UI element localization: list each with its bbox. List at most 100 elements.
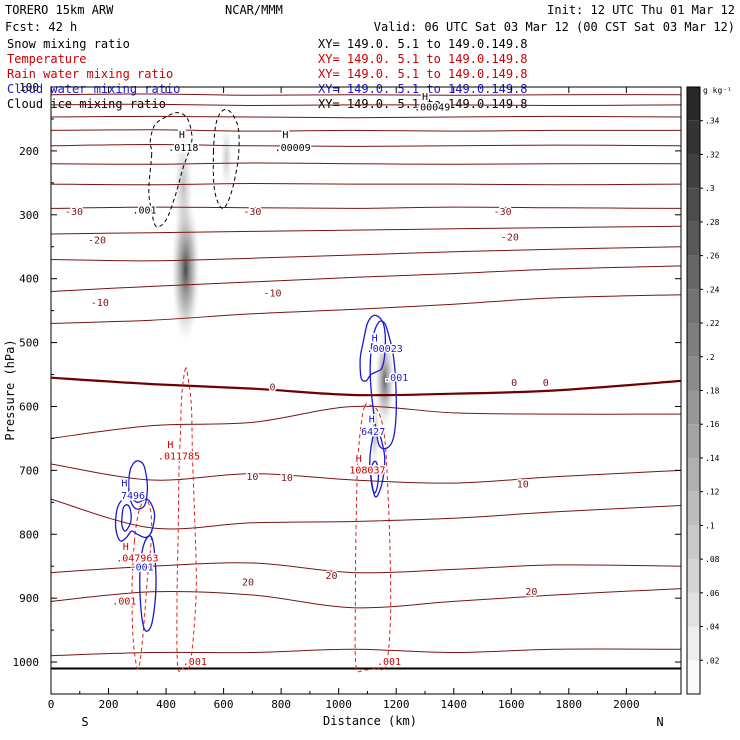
colorbar-tick-label: .2 xyxy=(705,353,715,362)
colorbar-tick-label: .1 xyxy=(705,521,715,530)
colorbar-bin xyxy=(687,221,700,256)
colorbar: .02 .04 .06 .08 .1 .12 .14 .16 .18 .2 .22 .24 .26 .28… xyxy=(686,86,720,695)
contour-label: 20 xyxy=(325,571,337,582)
colorbar-bin xyxy=(687,356,700,391)
colorbar-bin xyxy=(687,188,700,222)
rain-water-contour xyxy=(131,498,153,670)
colorbar-tick-label: .22 xyxy=(705,319,720,328)
contour-label: -20 xyxy=(501,232,519,243)
field-name: Cloud water mixing ratio xyxy=(7,82,180,96)
isotherm-line xyxy=(51,129,681,132)
colorbar-tick-label: .14 xyxy=(705,454,720,463)
colorbar-bin xyxy=(687,120,700,155)
isotherm-line xyxy=(51,648,681,657)
colorbar-tick-label: .28 xyxy=(705,218,720,227)
colorbar-bin xyxy=(687,491,700,526)
colorbar-tick-label: .16 xyxy=(705,420,720,429)
contour-label: 10 xyxy=(517,480,529,491)
plot-area: -30 -30 -30-20 -20-10-100 0 010 1010202020H.01… xyxy=(13,81,682,711)
isotherm-line xyxy=(51,162,681,165)
field-name: Cloud ice mixing ratio xyxy=(7,97,166,111)
colorbar-bin xyxy=(687,660,700,694)
colorbar-tick-label: .3 xyxy=(705,184,715,193)
field-range: XY= 149.0. 5.1 to 149.0.149.8 xyxy=(318,97,528,111)
cloud-water-contour xyxy=(359,314,387,382)
contour-label: .00023 xyxy=(367,344,403,355)
isotherm-line xyxy=(51,588,681,609)
snow-shading-blob xyxy=(173,128,194,244)
contour-label: 10 xyxy=(281,473,293,484)
isotherm-line xyxy=(51,265,681,292)
field-name: Rain water mixing ratio xyxy=(7,67,173,81)
isotherm-line xyxy=(51,103,681,107)
field-range: XY= 149.0. 5.1 to 149.0.149.8 xyxy=(318,37,528,51)
snow-shading-blob xyxy=(220,122,233,193)
contour-label: -10 xyxy=(91,298,109,309)
contour-label: H xyxy=(167,440,173,451)
colorbar-tick-label: .08 xyxy=(705,555,720,564)
y-tick-label: 100 xyxy=(19,81,39,94)
colorbar-tick-label: .02 xyxy=(705,656,720,665)
contour-label: -10 xyxy=(263,289,281,300)
x-tick-label: 800 xyxy=(271,698,291,711)
colorbar-bin xyxy=(687,559,700,593)
x-tick-label: 1800 xyxy=(556,698,583,711)
contour-label: H xyxy=(422,92,428,103)
y-axis-title: Pressure (hPa) xyxy=(3,339,17,440)
isotherm-line xyxy=(51,294,681,324)
y-tick-label: 800 xyxy=(19,528,39,541)
contour-label: H xyxy=(179,130,185,141)
contour-label: H xyxy=(356,454,362,465)
contour-label: .011785 xyxy=(158,452,200,463)
contour-label: .00049 xyxy=(414,103,450,114)
colorbar-bin xyxy=(687,592,700,627)
contour-label: H xyxy=(282,130,288,141)
temperature-isotherms xyxy=(51,93,681,670)
isotherm-line xyxy=(51,498,681,530)
x-tick-label: 400 xyxy=(156,698,176,711)
cloud-water-contour xyxy=(128,460,149,510)
y-tick-label: 300 xyxy=(19,209,39,222)
x-tick-label: 0 xyxy=(48,698,55,711)
contour-label: .001 xyxy=(112,597,136,608)
contour-label: H xyxy=(121,478,127,489)
cloud-water-contour xyxy=(369,429,386,498)
colorbar-bin xyxy=(687,154,700,189)
cloud-ice-contour xyxy=(148,112,193,228)
colorbar-bin xyxy=(687,525,700,560)
isotherm-line xyxy=(51,405,681,439)
header: TORERO 15km ARW NCAR/MMM Init: 12 UTC Th… xyxy=(5,3,735,34)
x-tick-label: 1200 xyxy=(383,698,410,711)
colorbar-tick-label: .34 xyxy=(705,117,720,126)
y-tick-label: 600 xyxy=(19,400,39,413)
contour-label: .001 xyxy=(183,657,207,668)
organization: NCAR/MMM xyxy=(225,3,283,17)
contour-label: 20 xyxy=(525,587,537,598)
colorbar-bin xyxy=(687,323,700,357)
colorbar-tick-label: .24 xyxy=(705,285,720,294)
y-tick-label: 200 xyxy=(19,145,39,158)
cloud-water-contour xyxy=(139,535,157,632)
contour-label: -30 xyxy=(494,207,512,218)
colorbar-tick-label: .18 xyxy=(705,387,720,396)
x-tick-label: 1000 xyxy=(325,698,352,711)
colorbar-bin xyxy=(687,87,700,121)
snow-shading-blob xyxy=(374,332,395,429)
cloud-water-contour xyxy=(114,496,156,542)
isotherm-line xyxy=(51,206,681,209)
colorbar-tick-label: .26 xyxy=(705,252,720,261)
isotherm-line xyxy=(51,143,681,147)
colorbar-bin xyxy=(687,289,700,324)
rain-water-contour xyxy=(354,403,392,673)
contour-label: -30 xyxy=(243,207,261,218)
x-tick-label: 1600 xyxy=(498,698,525,711)
field-name: Snow mixing ratio xyxy=(7,37,130,51)
y-tick-label: 700 xyxy=(19,464,39,477)
colorbar-unit: g kg⁻¹ xyxy=(703,86,732,95)
colorbar-tick-label: .12 xyxy=(705,488,720,497)
colorbar-bin xyxy=(687,255,700,290)
contour-label: 0 xyxy=(511,378,517,389)
colorbar-bin xyxy=(687,424,700,458)
axes: 0 200 400 600 800 1000 1200 1400 1600 1800 2000200… xyxy=(13,81,681,711)
contour-label: .00009 xyxy=(275,143,311,154)
